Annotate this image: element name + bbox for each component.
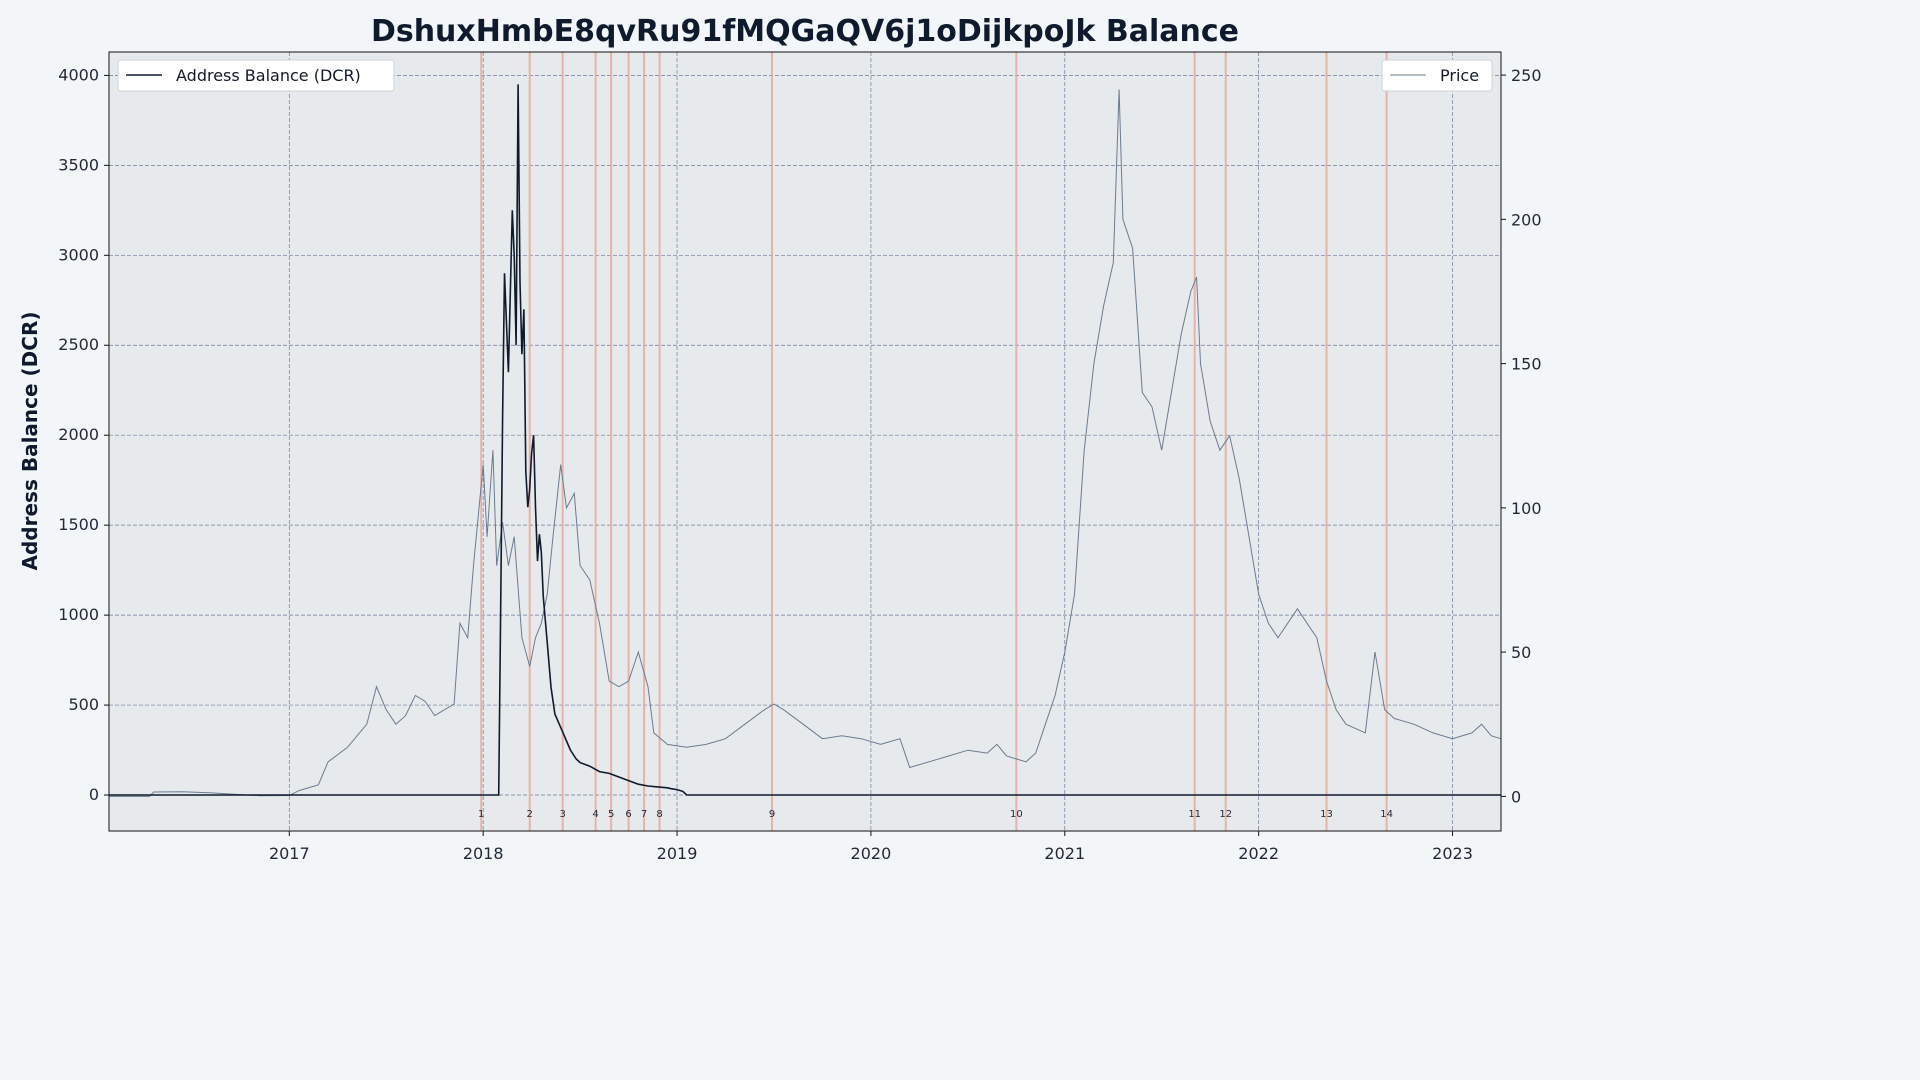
- y-tick-label-left: 3000: [58, 245, 99, 264]
- y-tick-label-right: 50: [1511, 643, 1531, 662]
- legend-price: Price: [1381, 59, 1493, 92]
- y-tick-label-left: 2000: [58, 425, 99, 444]
- event-label: 8: [656, 809, 662, 820]
- event-label: 5: [608, 809, 614, 820]
- event-label: 12: [1219, 809, 1232, 820]
- y-tick-label-left: 2500: [58, 335, 99, 354]
- plot-area: [109, 52, 1501, 831]
- event-label: 4: [592, 809, 598, 820]
- series-line-price: [109, 89, 1502, 797]
- x-tick-label: 2020: [851, 844, 892, 863]
- x-tick-label: 2018: [463, 844, 504, 863]
- event-label: 9: [769, 809, 775, 820]
- y-tick-label-right: 150: [1511, 355, 1542, 374]
- axes: 0500100015002000250030003500400005010015…: [58, 65, 1541, 863]
- x-tick-label: 2023: [1432, 844, 1473, 863]
- event-label: 13: [1320, 809, 1333, 820]
- y-tick-label-left: 500: [68, 695, 99, 714]
- y-tick-label-left: 1500: [58, 515, 99, 534]
- event-label: 6: [625, 809, 631, 820]
- x-tick-label: 2019: [657, 844, 698, 863]
- y-tick-label-left: 1000: [58, 605, 99, 624]
- event-label: 14: [1380, 809, 1393, 820]
- event-label: 7: [641, 809, 647, 820]
- y-tick-label-right: 200: [1511, 210, 1542, 229]
- x-tick-label: 2022: [1238, 844, 1279, 863]
- y-tick-label-left: 4000: [58, 65, 99, 84]
- legend-balance-label: Address Balance (DCR): [176, 66, 361, 85]
- event-label: 3: [559, 809, 565, 820]
- balance-chart: DshuxHmbE8qvRu91fMQGaQV6j1oDijkpoJk Bala…: [18, 14, 1542, 863]
- y-tick-label-left: 0: [89, 785, 99, 804]
- legend-price-label: Price: [1440, 66, 1479, 85]
- y-axis-label: Address Balance (DCR): [18, 312, 42, 571]
- event-label: 2: [527, 809, 533, 820]
- legend-balance: Address Balance (DCR): [117, 59, 395, 92]
- series-lines: [109, 84, 1502, 797]
- plot-frame: [108, 51, 1502, 832]
- chart-title: DshuxHmbE8qvRu91fMQGaQV6j1oDijkpoJk Bala…: [371, 14, 1239, 49]
- y-tick-label-right: 100: [1511, 499, 1542, 518]
- y-tick-label-left: 3500: [58, 155, 99, 174]
- grid-lines: [109, 52, 1501, 831]
- x-tick-label: 2017: [269, 844, 310, 863]
- y-tick-label-right: 0: [1511, 787, 1521, 806]
- series-line-balance: [109, 84, 1501, 796]
- event-label: 10: [1010, 809, 1023, 820]
- event-label: 1: [478, 809, 484, 820]
- event-label: 11: [1188, 809, 1201, 820]
- y-tick-label-right: 250: [1511, 66, 1542, 85]
- x-tick-label: 2021: [1044, 844, 1085, 863]
